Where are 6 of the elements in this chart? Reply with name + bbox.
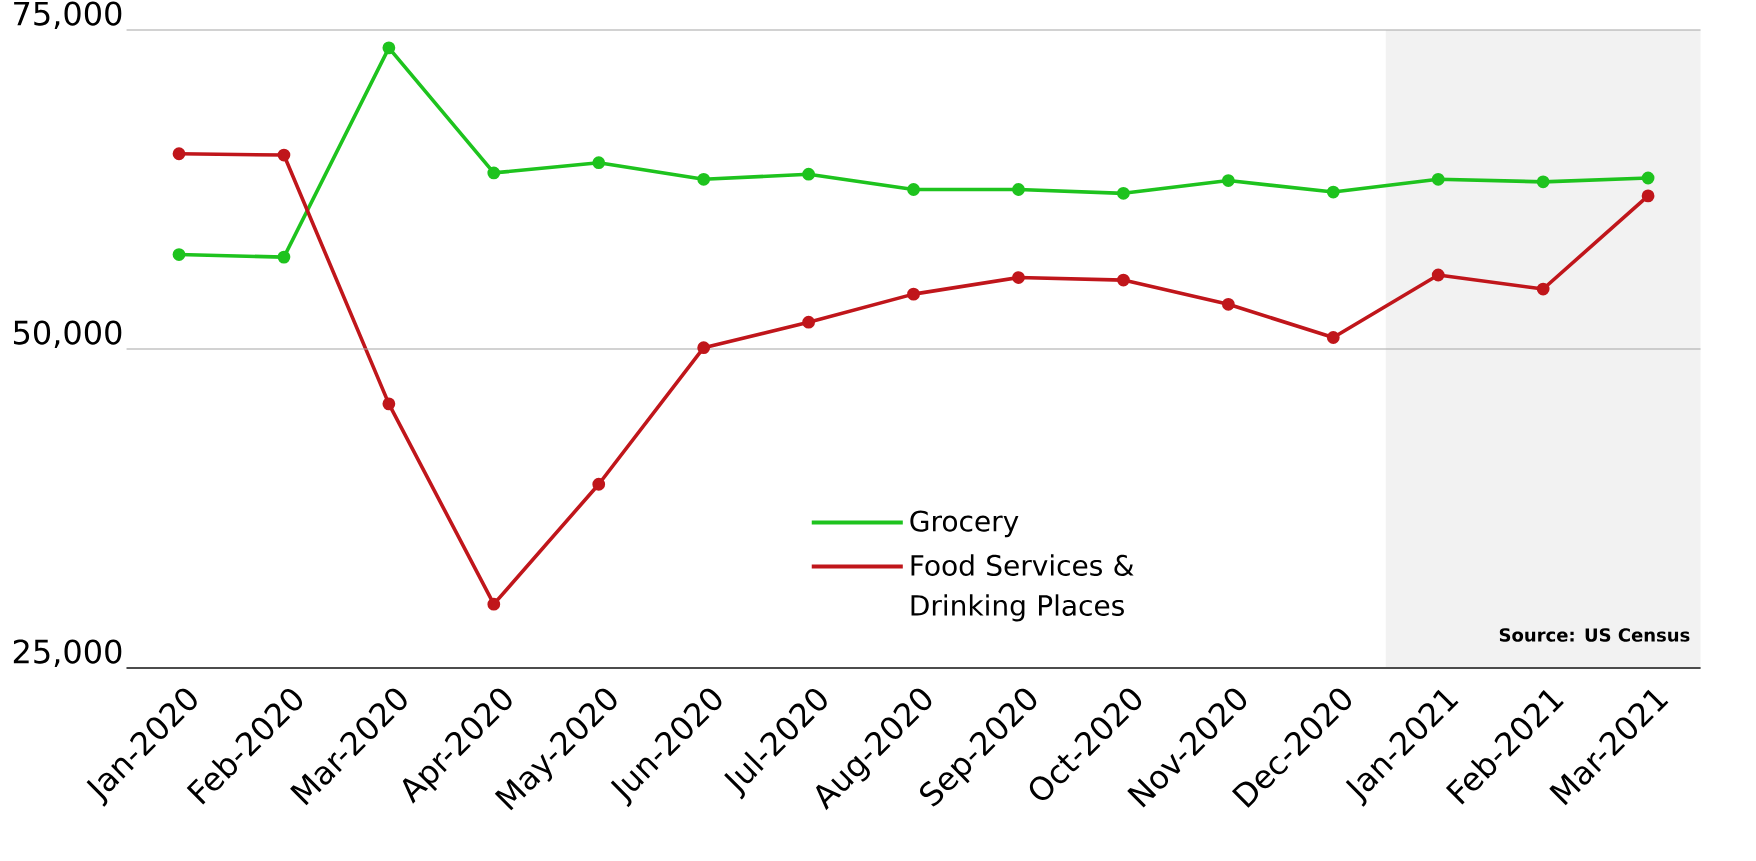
y-tick-label: 75,000 <box>14 1 122 29</box>
annotation: Source: US Census <box>1499 628 1690 642</box>
y-tick-label: 50,000 <box>13 320 122 348</box>
legend-label: Grocery <box>910 510 1019 538</box>
y-tick-label: 25,000 <box>13 639 122 667</box>
legend-label: Food Services & Drinking Places <box>911 554 1134 622</box>
